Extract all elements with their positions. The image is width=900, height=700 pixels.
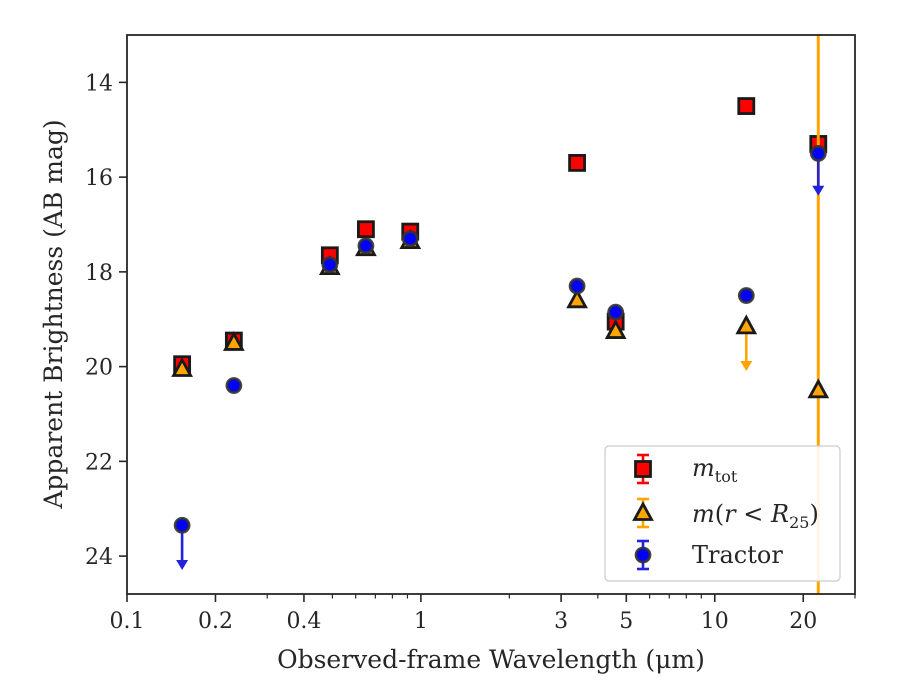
mr25-point-5 (566, 288, 588, 309)
legend-label-tractor: Tractor (692, 541, 783, 569)
y-tick-label-2: 18 (85, 261, 113, 286)
data-layer (171, 35, 830, 594)
x-tick-label-4: 3 (554, 609, 568, 634)
legend-marker-tractor (634, 539, 652, 571)
legend-markers (632, 453, 654, 571)
tractor-point-5 (568, 277, 586, 295)
axis-layer: 0.1 0.2 0.4 1 3 5 10 20 14 16 18 20 22 24 (85, 71, 856, 634)
x-tick-label-6: 10 (701, 609, 729, 634)
legend-frame (604, 445, 841, 582)
legend: mtot m(r < R25) Tractor (604, 445, 841, 582)
legend-symbol-mtot (634, 460, 652, 478)
mr25-point-6 (604, 319, 627, 339)
tractor-point-8 (809, 145, 827, 162)
y-tick-label-4: 22 (85, 450, 113, 475)
y-tick-label-5: 24 (85, 545, 113, 570)
tractor-point-7 (737, 287, 755, 304)
legend-label-mtot: mtot (692, 454, 738, 486)
tractor-point-3 (357, 237, 375, 255)
y-tick-label-3: 20 (85, 356, 113, 381)
legend-label-mr25: m(r < R25) (692, 500, 819, 532)
tractor-point-6 (607, 303, 625, 321)
x-axis-label: Observed-frame Wavelength (μm) (277, 645, 705, 674)
legend-marker-mr25 (632, 497, 654, 529)
tractor-point-2 (321, 256, 339, 274)
mr25-point-0 (171, 357, 193, 377)
x-tick-label-0: 0.1 (110, 609, 145, 634)
legend-marker-mtot (634, 453, 652, 485)
x-tick-label-2: 0.4 (286, 609, 321, 634)
plot-frame (126, 34, 856, 595)
tractor-limit-arrow-8-head (812, 185, 825, 196)
mtot-point-7 (737, 97, 756, 115)
x-tick-label-5: 5 (619, 609, 633, 634)
mr25-point-7 (735, 314, 758, 335)
x-tick-label-1: 0.2 (198, 609, 233, 634)
legend-symbol-mr25 (632, 501, 654, 521)
y-tick-label-1: 16 (85, 166, 113, 191)
tractor-point-4 (401, 230, 419, 248)
mtot-point-3 (357, 220, 375, 239)
series-tractor (173, 145, 827, 570)
x-tick-label-7: 20 (789, 609, 817, 634)
mr25-limit-arrow-7-head (740, 360, 753, 371)
tractor-point-0 (173, 516, 191, 534)
x-tick-label-3: 1 (414, 609, 428, 634)
y-tick-label-0: 14 (85, 71, 113, 96)
mtot-point-5 (568, 154, 586, 172)
tractor-point-1 (225, 377, 243, 394)
mr25-point-1 (222, 331, 245, 351)
tractor-limit-arrow-0-head (176, 559, 189, 570)
legend-symbol-tractor (634, 546, 652, 564)
mr25-point-8 (807, 378, 830, 399)
y-axis-label: Apparent Brightness (AB mag) (39, 119, 68, 509)
